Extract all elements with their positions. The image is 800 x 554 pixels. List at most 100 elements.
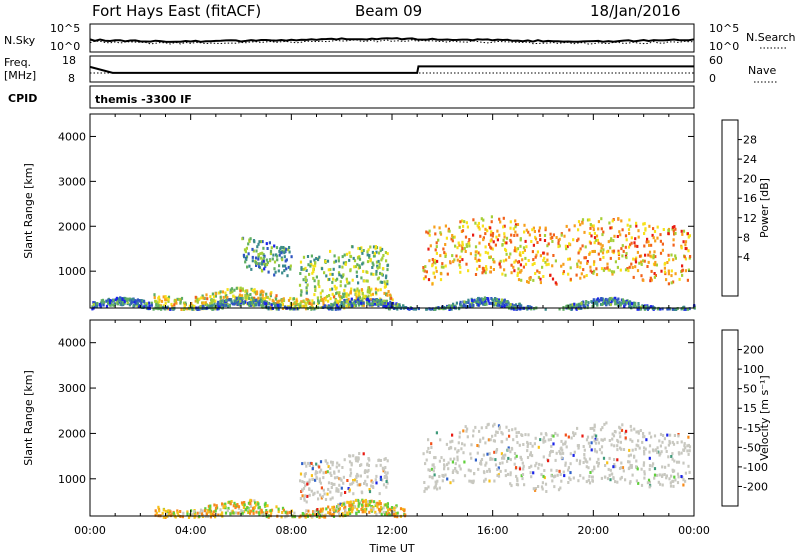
power-data-cell [643, 259, 646, 263]
power-data-cell [340, 274, 343, 278]
power-data-cell [653, 275, 656, 279]
vel-data-cell [214, 507, 218, 510]
power-data-cell [616, 235, 619, 238]
vel-data-cell [448, 447, 451, 451]
power-data-cell [290, 307, 293, 311]
power-data-cell [621, 298, 624, 302]
power-data-cell [245, 255, 249, 259]
power-data-cell [428, 307, 431, 311]
power-data-cell [379, 288, 382, 292]
power-data-cell [347, 300, 350, 304]
power-data-cell [363, 279, 366, 283]
power-data-cell [383, 305, 386, 308]
power-data-cell [211, 299, 214, 303]
vel-data-cell [347, 487, 350, 490]
power-data-cell [491, 232, 495, 235]
power-data-cell [533, 307, 536, 311]
power-data-cell [610, 296, 613, 300]
power-data-cell [667, 232, 670, 236]
vel-data-cell [357, 504, 360, 508]
power-data-cell [278, 264, 281, 268]
vel-data-cell [330, 486, 333, 489]
vel-data-cell [288, 510, 291, 514]
vel-data-cell [589, 471, 592, 474]
power-colorbar-tick-label: 16 [743, 192, 757, 205]
power-data-cell [194, 295, 197, 299]
power-data-cell [519, 263, 522, 267]
power-data-cell [241, 294, 244, 298]
power-data-cell [444, 255, 447, 258]
nsky-series-line [89, 37, 695, 43]
power-data-cell [618, 300, 621, 304]
power-data-cell [154, 299, 157, 303]
power-data-cell [198, 307, 201, 311]
power-data-cell [377, 251, 381, 255]
power-data-cell [551, 236, 554, 239]
vel-data-cell [661, 483, 664, 487]
vel-data-cell [176, 509, 179, 513]
vel-data-cell [365, 483, 368, 487]
vel-data-cell [613, 430, 616, 433]
power-data-cell [334, 287, 337, 291]
x-axis-label: Time UT [368, 542, 414, 554]
power-data-cell [259, 256, 263, 260]
power-data-cell [605, 250, 609, 254]
vel-data-cell [165, 512, 169, 516]
vel-data-cell [480, 462, 483, 466]
power-data-cell [366, 260, 370, 264]
vel-data-cell [593, 428, 596, 432]
vel-data-cell [306, 480, 309, 484]
vel-data-cell [541, 481, 544, 485]
power-data-cell [538, 271, 541, 274]
power-data-cell [275, 294, 278, 298]
vel-data-cell [585, 480, 588, 484]
vel-data-cell [670, 474, 673, 478]
vel-data-cell [569, 462, 572, 466]
vel-data-cell [432, 469, 435, 473]
power-data-cell [255, 292, 259, 296]
power-data-cell [681, 232, 684, 236]
power-data-cell [348, 258, 351, 262]
power-data-cell [680, 307, 683, 311]
vel-data-cell [507, 429, 511, 432]
power-data-cell [480, 297, 483, 301]
power-data-cell [424, 275, 427, 279]
vel-data-cell [362, 500, 365, 504]
power-data-cell [235, 286, 238, 290]
power-data-cell [667, 272, 670, 276]
vel-data-cell [578, 462, 581, 466]
power-data-cell [408, 307, 411, 311]
vel-data-cell [315, 462, 318, 466]
power-data-cell [625, 238, 628, 242]
vel-data-cell [618, 431, 621, 435]
power-data-cell [211, 301, 214, 305]
vel-data-cell [672, 442, 676, 446]
vel-data-cell [314, 513, 317, 517]
power-data-cell [682, 240, 685, 244]
power-data-cell [513, 234, 516, 237]
vel-y-tick-label: 4000 [58, 337, 86, 350]
vel-data-cell [591, 426, 594, 430]
power-data-cells [91, 215, 696, 311]
nsky-label: N.Sky [4, 34, 36, 47]
power-data-cell [562, 270, 565, 274]
vel-data-cell [567, 468, 570, 472]
power-data-cell [226, 296, 229, 299]
vel-data-cell [627, 454, 630, 458]
power-data-cell [455, 301, 458, 305]
vel-data-cell [386, 471, 389, 475]
vel-data-cell [299, 479, 302, 483]
power-data-cell [589, 265, 592, 269]
power-data-cell [152, 307, 155, 311]
power-data-cell [112, 303, 115, 307]
power-data-cell [269, 252, 272, 256]
power-data-cell [241, 299, 244, 303]
vel-data-cell [620, 428, 624, 432]
vel-data-cell [508, 434, 511, 438]
power-data-cell [432, 271, 435, 275]
power-data-cell [482, 238, 485, 242]
power-data-cell [178, 297, 181, 301]
power-data-cell [688, 307, 691, 311]
power-data-cell [686, 278, 689, 282]
power-data-cell [634, 265, 637, 269]
